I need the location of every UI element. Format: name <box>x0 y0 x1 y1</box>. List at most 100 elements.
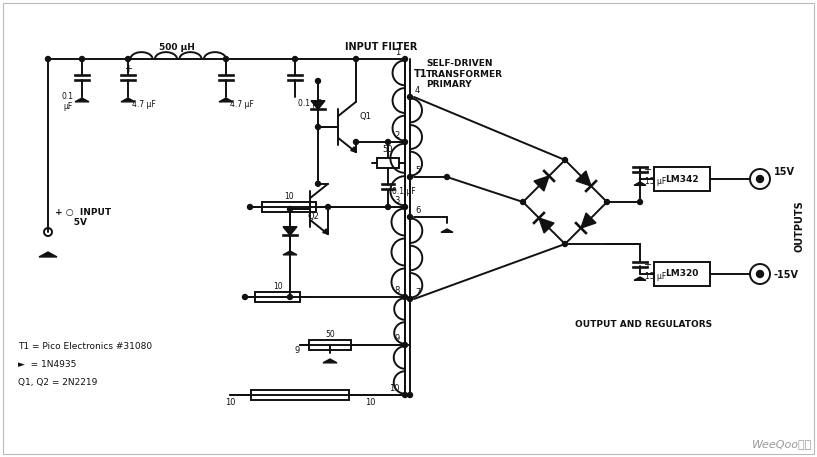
Text: 0.1 μF: 0.1 μF <box>298 99 322 108</box>
Polygon shape <box>283 251 297 255</box>
Bar <box>654 167 710 191</box>
Text: T1: T1 <box>414 69 427 79</box>
Text: 10: 10 <box>225 398 235 407</box>
Circle shape <box>46 57 51 62</box>
Text: Q1, Q2 = 2N2219: Q1, Q2 = 2N2219 <box>18 378 97 387</box>
Text: 500 μH: 500 μH <box>159 43 195 52</box>
Text: WeeQoo维库: WeeQoo维库 <box>752 439 812 449</box>
Text: 10: 10 <box>284 192 294 201</box>
Polygon shape <box>219 98 233 102</box>
Text: T1 = Pico Electronics #31080: T1 = Pico Electronics #31080 <box>18 342 152 351</box>
Circle shape <box>403 294 408 299</box>
Circle shape <box>408 175 413 180</box>
Circle shape <box>354 139 359 144</box>
Polygon shape <box>75 98 89 102</box>
Polygon shape <box>634 182 646 185</box>
Text: 4.7 μF: 4.7 μF <box>132 100 156 109</box>
Circle shape <box>224 57 229 62</box>
Text: 1: 1 <box>395 48 400 57</box>
Circle shape <box>243 294 248 299</box>
Text: 50: 50 <box>325 330 335 339</box>
Circle shape <box>444 175 449 180</box>
Text: 9: 9 <box>295 346 301 355</box>
Circle shape <box>562 241 568 246</box>
Circle shape <box>386 139 391 144</box>
Text: -15V: -15V <box>774 270 799 280</box>
Text: 15 μF: 15 μF <box>645 177 666 186</box>
Circle shape <box>562 158 568 163</box>
Circle shape <box>520 200 525 204</box>
Circle shape <box>403 204 408 209</box>
Polygon shape <box>39 252 57 257</box>
Circle shape <box>288 294 292 299</box>
Circle shape <box>403 139 408 144</box>
Bar <box>654 262 710 286</box>
Circle shape <box>44 228 52 236</box>
Text: +: + <box>643 260 651 270</box>
Circle shape <box>325 204 331 209</box>
Text: 15 μF: 15 μF <box>645 272 666 281</box>
Polygon shape <box>441 229 453 232</box>
Text: 2: 2 <box>395 131 400 140</box>
Polygon shape <box>534 176 549 191</box>
Polygon shape <box>283 227 297 235</box>
Circle shape <box>408 297 413 302</box>
Text: LM342: LM342 <box>665 175 699 184</box>
Text: 4: 4 <box>415 86 420 95</box>
Circle shape <box>408 95 413 100</box>
Text: 4.7 μF: 4.7 μF <box>230 100 254 109</box>
Polygon shape <box>323 359 337 363</box>
Text: Q2: Q2 <box>308 212 320 221</box>
Text: OUTPUTS: OUTPUTS <box>795 201 805 252</box>
Polygon shape <box>634 277 646 280</box>
Polygon shape <box>576 171 591 186</box>
Text: 10: 10 <box>364 398 375 407</box>
Circle shape <box>292 57 297 62</box>
Polygon shape <box>350 147 356 152</box>
Circle shape <box>403 393 408 398</box>
Circle shape <box>315 79 320 84</box>
Text: SELF-DRIVEN
TRANSFORMER
PRIMARY: SELF-DRIVEN TRANSFORMER PRIMARY <box>426 59 503 89</box>
Polygon shape <box>311 101 325 109</box>
Polygon shape <box>323 229 328 234</box>
Text: +: + <box>643 165 651 175</box>
Circle shape <box>403 57 408 62</box>
Text: 8: 8 <box>395 286 400 295</box>
Polygon shape <box>121 98 135 102</box>
Circle shape <box>315 181 320 186</box>
Text: 10: 10 <box>390 384 400 393</box>
Circle shape <box>79 57 84 62</box>
Circle shape <box>408 393 413 398</box>
Circle shape <box>126 57 131 62</box>
Circle shape <box>605 200 609 204</box>
Text: +: + <box>124 64 132 74</box>
Text: LM320: LM320 <box>665 270 699 278</box>
Circle shape <box>408 214 413 219</box>
Text: 9: 9 <box>395 334 400 343</box>
Text: + ○  INPUT
      5V: + ○ INPUT 5V <box>55 207 111 227</box>
Bar <box>255 292 301 302</box>
Circle shape <box>757 175 764 182</box>
Text: 15V: 15V <box>774 167 795 177</box>
Text: 3: 3 <box>395 196 400 205</box>
Text: 0.1 μF: 0.1 μF <box>392 187 416 197</box>
Circle shape <box>315 124 320 129</box>
Text: 0.1
μF: 0.1 μF <box>62 91 74 111</box>
Bar <box>309 340 351 350</box>
Text: 10: 10 <box>273 282 283 291</box>
Bar <box>251 390 349 400</box>
Circle shape <box>386 204 391 209</box>
Text: ►  = 1N4935: ► = 1N4935 <box>18 360 76 369</box>
Text: 6: 6 <box>415 206 421 215</box>
Bar <box>377 158 400 168</box>
Text: 5: 5 <box>415 166 420 175</box>
Text: Q1: Q1 <box>360 112 372 121</box>
Polygon shape <box>539 218 554 233</box>
Bar <box>261 202 316 212</box>
Circle shape <box>757 271 764 277</box>
Text: OUTPUT AND REGULATORS: OUTPUT AND REGULATORS <box>575 320 712 329</box>
Circle shape <box>750 169 770 189</box>
Circle shape <box>354 57 359 62</box>
Circle shape <box>750 264 770 284</box>
Circle shape <box>637 200 642 204</box>
